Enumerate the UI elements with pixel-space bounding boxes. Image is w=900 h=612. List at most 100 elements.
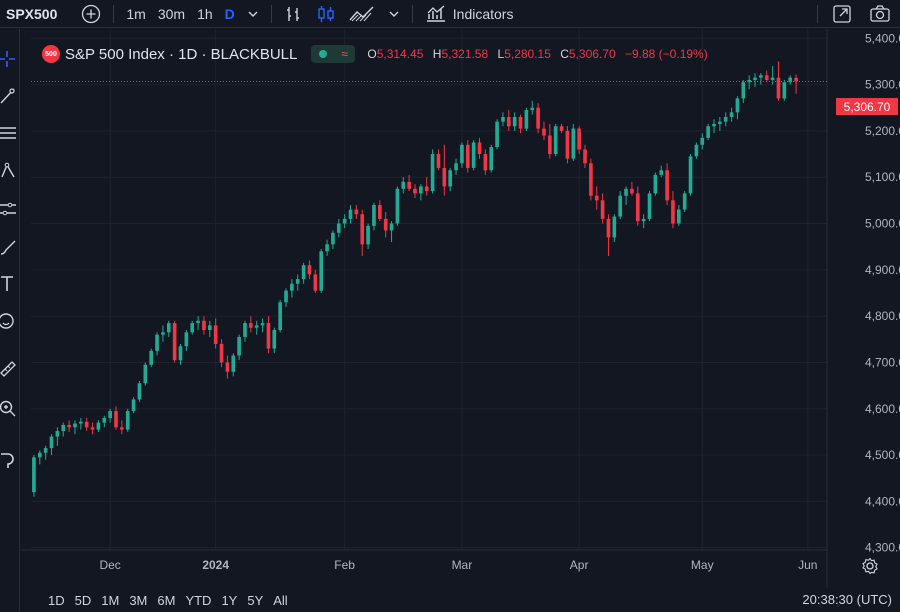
time-axis[interactable]: Dec 2024 Feb Mar Apr May Jun [99, 558, 817, 572]
candle-up [342, 218, 347, 224]
candle-down [665, 170, 669, 201]
chart-settings-button[interactable] [861, 557, 879, 575]
text-tool[interactable] [0, 270, 20, 296]
candle-down [635, 193, 640, 222]
toolbar-divider [411, 4, 413, 23]
price-tick-label: 5,400.00 [865, 31, 900, 45]
utc-clock[interactable]: 20:38:30 (UTC) [802, 592, 892, 607]
indicators-button[interactable]: Indicators [419, 0, 520, 28]
candle-up [454, 163, 458, 171]
candles-chart-type-button[interactable] [310, 0, 342, 28]
candle-up [389, 223, 394, 231]
candle-up [495, 121, 499, 148]
fullscreen-icon [833, 5, 851, 23]
candle-down [90, 427, 95, 430]
trend-line-icon [0, 88, 15, 104]
range-1d[interactable]: 1D [48, 592, 65, 608]
range-1m[interactable]: 1M [101, 592, 120, 608]
candle-up [272, 330, 277, 349]
pattern-tool[interactable] [0, 158, 20, 184]
wave-icon: ≈ [341, 47, 348, 61]
compare-symbol-button[interactable] [75, 0, 107, 28]
range-1y[interactable]: 1Y [221, 592, 238, 608]
candle-up [659, 170, 664, 175]
interval-30m[interactable]: 30m [157, 5, 186, 22]
candle-up [61, 424, 66, 431]
candle-up [694, 144, 699, 157]
candle-up [706, 126, 710, 138]
candle-up [747, 79, 751, 83]
emoji-tool[interactable] [0, 308, 20, 334]
fib-retracement-tool[interactable] [0, 120, 20, 146]
chart-type-dropdown[interactable] [382, 0, 406, 28]
market-open-dot-icon [318, 50, 327, 58]
candle-down [360, 214, 365, 245]
crosshair-tool[interactable] [0, 46, 20, 72]
fullscreen-button[interactable] [824, 0, 860, 28]
time-tick-label: Apr [570, 558, 589, 572]
candle-down [436, 154, 441, 168]
range-bar: 1D 5D 1M 3M 6M YTD 1Y 5Y All 20:38:30 (U… [21, 588, 900, 612]
candle-up [489, 147, 494, 171]
high-label: H [432, 47, 442, 61]
candle-down [67, 424, 71, 428]
interval-1m[interactable]: 1m [126, 5, 146, 22]
candle-down [606, 218, 611, 238]
trend-line-tool[interactable] [0, 82, 20, 108]
range-all[interactable]: All [273, 592, 288, 608]
legend-title[interactable]: S&P 500 Index · 1D · BLACKBULL [65, 45, 298, 63]
top-toolbar: SPX500 1m 30m 1h D Indicators [0, 0, 900, 28]
candle-up [782, 82, 787, 99]
prediction-tool[interactable] [0, 196, 20, 222]
candle-down [407, 181, 411, 189]
range-3m[interactable]: 3M [129, 592, 148, 608]
interval-d[interactable]: D [224, 5, 235, 22]
snapshot-button[interactable] [860, 0, 900, 28]
price-tick-label: 5,000.00 [865, 217, 900, 231]
candle-down [671, 200, 675, 224]
range-ytd[interactable]: YTD [185, 592, 212, 608]
crosshair-icon [0, 51, 15, 67]
candle-up [471, 142, 476, 168]
candle-down [583, 149, 587, 164]
interval-dropdown[interactable] [241, 0, 265, 28]
close-value: 5,306.70 [568, 47, 616, 61]
interval-1h[interactable]: 1h [197, 5, 213, 22]
magnet-tool[interactable] [0, 447, 20, 473]
zoom-tool[interactable] [0, 395, 20, 421]
candle-up [190, 323, 195, 333]
price-tick-label: 4,900.00 [865, 263, 900, 277]
price-chart[interactable]: 5,400.00 5,300.00 5,200.00 5,100.00 5,000.00… [21, 29, 900, 588]
candle-up [712, 123, 716, 127]
candle-up [759, 75, 763, 78]
candle-up [131, 399, 136, 412]
drawing-toolbar [0, 29, 20, 612]
range-5y[interactable]: 5Y [247, 592, 264, 608]
price-tick-label: 5,300.00 [865, 78, 900, 92]
candle-up [682, 193, 687, 210]
candle-down [589, 163, 593, 196]
range-6m[interactable]: 6M [157, 592, 176, 608]
candle-up [372, 204, 376, 226]
bar-chart-type-button[interactable] [278, 0, 310, 28]
candle-up [161, 332, 165, 335]
area-chart-type-button[interactable] [342, 0, 382, 28]
pattern-icon [1, 162, 15, 178]
candle-up [501, 116, 505, 122]
candle-down [565, 130, 570, 159]
market-status-pill[interactable]: ≈ [311, 45, 356, 63]
brush-tool[interactable] [0, 234, 20, 260]
candle-down [424, 186, 429, 192]
price-axis[interactable]: 5,400.00 5,300.00 5,200.00 5,100.00 5,000.00… [865, 31, 900, 554]
candle-up [237, 336, 241, 356]
symbol-search[interactable]: SPX500 [6, 5, 58, 22]
candle-down [559, 126, 564, 131]
low-value: 5,280.15 [504, 47, 551, 61]
candle-down [383, 218, 388, 231]
candle-up [336, 223, 341, 233]
measure-tool[interactable] [0, 356, 20, 382]
bar-chart-icon [286, 6, 299, 21]
candle-down [506, 116, 511, 127]
range-5d[interactable]: 5D [74, 592, 92, 608]
ruler-icon [0, 361, 16, 377]
